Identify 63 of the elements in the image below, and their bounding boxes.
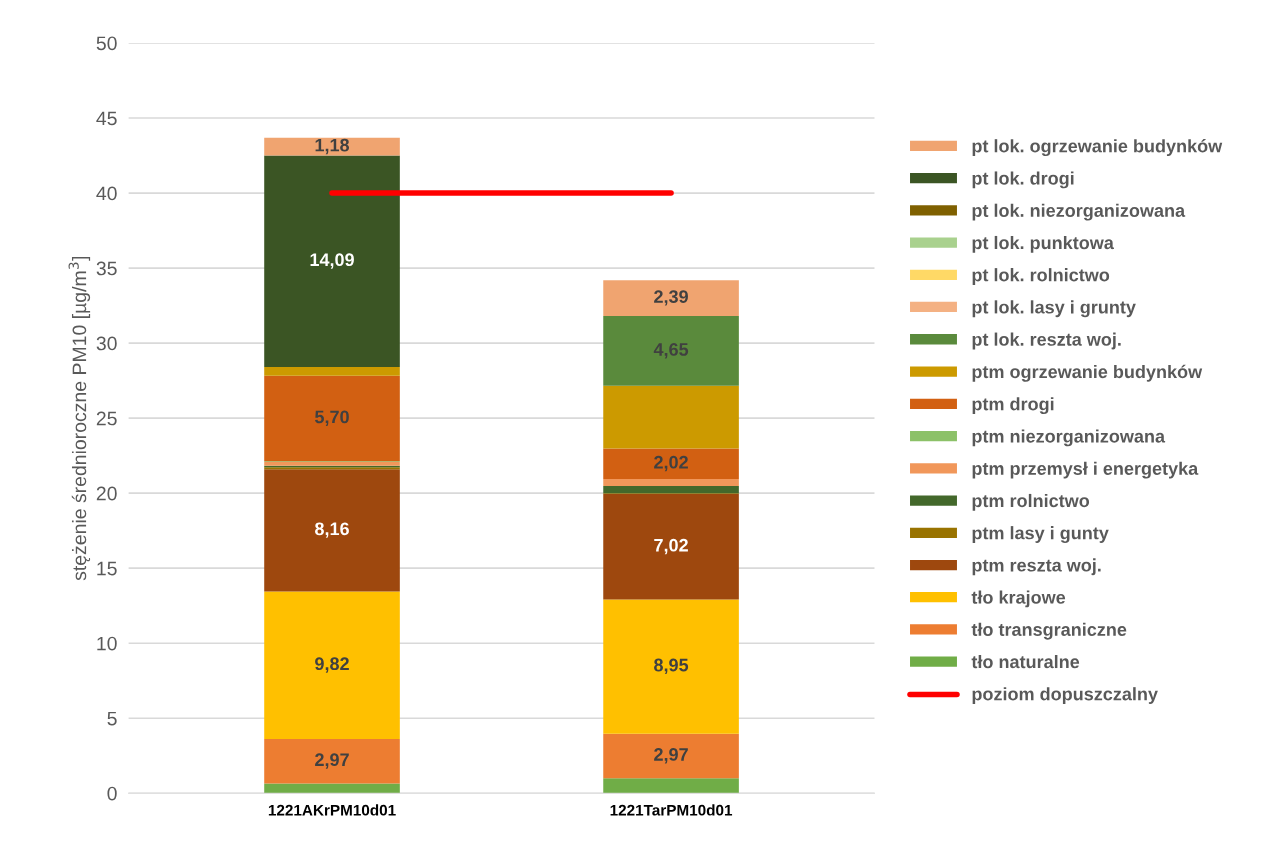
bar	[603, 280, 739, 317]
bar	[603, 733, 739, 779]
x-tick-label: 1221TarPM10d01	[610, 804, 733, 816]
legend-label: ptm drogi	[972, 397, 1054, 415]
data-label: 8,95	[654, 658, 689, 675]
legend-label: tło transgraniczne	[971, 622, 1127, 640]
bar	[264, 461, 400, 466]
y-axis-title: stężenie średnioroczne PM10 [µg/m$^{3}$]	[68, 256, 91, 581]
bar	[603, 478, 739, 487]
data-label: 2,97	[654, 748, 688, 764]
data-label: 2,97	[315, 753, 349, 769]
y-tick-label: 0	[107, 786, 117, 801]
legend-label: pt lok. drogi	[972, 171, 1074, 189]
y-tick-label: 35	[96, 261, 117, 276]
legend-label: ptm przemysł i energetyka	[972, 461, 1199, 479]
data-label: 2,02	[654, 455, 688, 472]
bar	[603, 494, 739, 600]
bar	[264, 375, 400, 462]
bar	[603, 385, 739, 449]
data-label: 2,39	[654, 290, 688, 306]
data-label: 4,65	[653, 343, 689, 359]
data-label: 5,70	[315, 410, 349, 426]
bar	[603, 599, 739, 734]
y-tick-label: 45	[96, 111, 117, 126]
legend-label: ptm reszta woj.	[972, 558, 1101, 576]
legend-label: ptm lasy i gunty	[972, 526, 1109, 544]
bar	[264, 155, 400, 367]
y-tick-label: 15	[97, 561, 117, 576]
bar	[603, 486, 739, 494]
legend-label: pt lok. ogrzewanie budynków	[972, 139, 1223, 157]
bar	[264, 591, 400, 739]
legend-label: pt lok. punktowa	[972, 235, 1114, 253]
data-label: 8,16	[315, 522, 349, 538]
bar	[264, 366, 400, 376]
bar	[603, 448, 739, 479]
bar	[603, 316, 739, 386]
legend-label: tło krajowe	[971, 590, 1066, 608]
bar	[264, 137, 400, 156]
bar	[264, 469, 400, 592]
bar	[264, 738, 400, 784]
y-tick-label: 5	[107, 711, 117, 726]
x-tick-label: 1221AKrPM10d01	[268, 804, 396, 816]
data-label: 9,82	[315, 657, 349, 673]
data-label: 7,02	[654, 538, 688, 555]
legend-label: pt lok. reszta woj.	[972, 332, 1121, 350]
y-tick-label: 20	[96, 486, 117, 501]
legend-label: poziom dopuszczalny	[972, 687, 1158, 704]
y-tick-label: 10	[97, 636, 117, 651]
y-tick-label: 40	[96, 186, 117, 201]
bar	[264, 783, 400, 794]
legend-label: pt lok. rolnictwo	[972, 268, 1110, 285]
bar	[603, 778, 739, 794]
legend-label: tło naturalne	[971, 654, 1080, 669]
legend-label: pt lok. lasy i grunty	[972, 300, 1136, 318]
data-label: 14,09	[310, 253, 354, 269]
legend-label: ptm rolnictwo	[972, 493, 1090, 511]
y-tick-label: 30	[96, 336, 117, 351]
data-label: 1,18	[315, 138, 350, 155]
legend-label: pt lok. niezorganizowana	[972, 203, 1186, 221]
legend-label: ptm niezorganizowana	[972, 429, 1166, 447]
legend-label: ptm ogrzewanie budynków	[972, 364, 1203, 382]
y-tick-label: 50	[96, 36, 117, 51]
y-tick-label: 25	[96, 411, 117, 426]
